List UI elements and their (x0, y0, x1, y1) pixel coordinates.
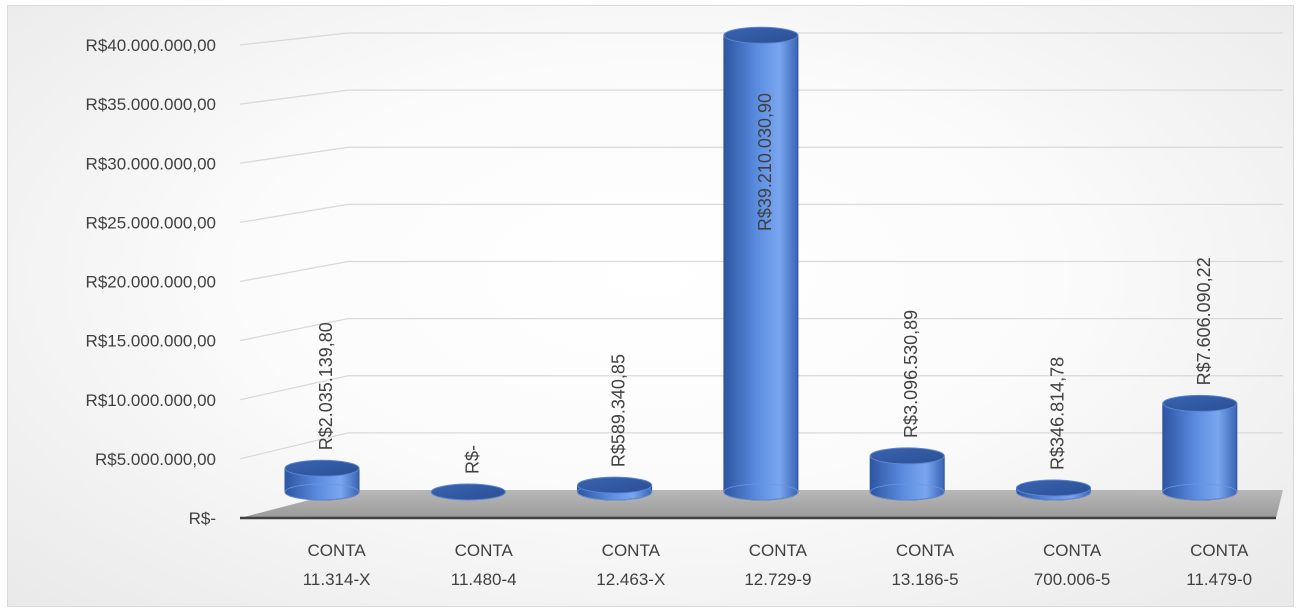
gridline-side (239, 89, 349, 105)
x-tick-label: 13.186-5 (891, 570, 958, 589)
gridline-side (239, 203, 349, 224)
y-tick-label: R$25.000.000,00 (86, 213, 216, 232)
chart-floor (240, 490, 1283, 518)
bar-top (1016, 479, 1091, 497)
bar-base-edge (869, 483, 945, 501)
bar-base-edge (1162, 483, 1238, 501)
gridline-side (239, 32, 349, 46)
gridline-side (239, 317, 349, 342)
gridline-side (239, 375, 349, 401)
x-tick-label: CONTA (1043, 541, 1102, 560)
data-label: R$346.814,78 (1048, 357, 1068, 470)
data-label: R$589.340,85 (609, 354, 629, 467)
data-label: R$2.035.139,80 (316, 322, 336, 450)
y-tick-label: R$20.000.000,00 (86, 273, 216, 292)
x-tick-label: CONTA (896, 541, 955, 560)
data-label: R$7.606.090,22 (1194, 257, 1214, 385)
x-tick-label: 700.006-5 (1034, 570, 1111, 589)
bar-base-edge (723, 483, 799, 501)
data-label: R$- (462, 445, 482, 474)
bar-top (430, 483, 506, 501)
bar-top (577, 476, 653, 494)
bar-top (284, 459, 360, 477)
data-label: R$3.096.530,89 (901, 310, 921, 438)
x-tick-label: CONTA (1190, 541, 1249, 560)
bar-base-edge (284, 483, 360, 501)
gridline-side (239, 260, 349, 283)
gridline-side (239, 146, 349, 164)
bar-top (723, 26, 799, 44)
bar (1162, 402, 1238, 501)
x-tick-label: CONTA (749, 541, 808, 560)
x-tick-label: 11.314-X (303, 570, 371, 589)
gridline-side (239, 432, 349, 460)
x-tick-label: 12.463-X (596, 570, 665, 589)
y-tick-label: R$15.000.000,00 (86, 332, 216, 351)
x-tick-label: 11.480-4 (451, 570, 517, 589)
x-tick-label: 12.729-9 (744, 570, 811, 589)
y-tick-label: R$30.000.000,00 (86, 154, 216, 173)
x-tick-label: CONTA (307, 541, 366, 560)
data-label: R$39.210.030,90 (755, 93, 775, 231)
y-tick-label: R$40.000.000,00 (86, 36, 216, 55)
y-tick-label: R$35.000.000,00 (86, 95, 216, 114)
y-tick-label: R$10.000.000,00 (86, 391, 216, 410)
y-tick-label: R$5.000.000,00 (95, 450, 216, 469)
x-tick-label: CONTA (455, 541, 514, 560)
x-tick-label: 11.479-0 (1186, 570, 1252, 589)
x-tick-label: CONTA (602, 541, 661, 560)
bar-top (1162, 394, 1238, 412)
y-tick-label: R$- (189, 509, 216, 528)
bar-top (869, 447, 945, 465)
